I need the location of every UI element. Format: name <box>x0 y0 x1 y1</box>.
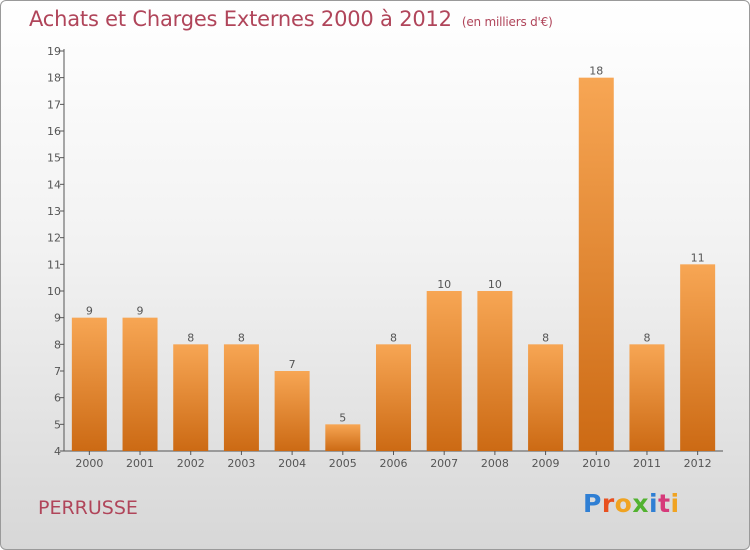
bar <box>680 264 716 451</box>
bar-value-label: 9 <box>137 305 144 318</box>
y-tick-label: 6 <box>54 392 61 405</box>
bar-value-label: 10 <box>488 278 502 291</box>
x-tick-label: 2008 <box>481 457 509 470</box>
bar <box>477 291 513 451</box>
chart-title: Achats et Charges Externes 2000 à 2012 (e… <box>29 7 553 31</box>
bar <box>122 317 158 451</box>
x-tick-label: 2012 <box>684 457 712 470</box>
logo-letter: r <box>601 489 615 518</box>
y-tick-label: 8 <box>54 338 61 351</box>
bar-value-label: 8 <box>187 331 194 344</box>
x-tick-label: 2010 <box>582 457 610 470</box>
x-tick-label: 2002 <box>177 457 205 470</box>
x-tick-label: 2009 <box>532 457 560 470</box>
bar <box>629 344 665 451</box>
bar <box>528 344 564 451</box>
y-tick-label: 4 <box>54 445 61 458</box>
x-tick-label: 2006 <box>380 457 408 470</box>
chart-subtitle: (en milliers d'€) <box>461 15 553 29</box>
x-tick-label: 2004 <box>278 457 306 470</box>
bar <box>376 344 411 451</box>
chart-labels: 9 2000 9 2001 8 2002 8 2003 7 2004 5 2005 8 2006 10 200… <box>75 65 711 470</box>
proxiti-logo[interactable]: Proxiti <box>583 489 680 518</box>
bar-value-label: 8 <box>238 331 245 344</box>
bar-value-label: 8 <box>542 331 549 344</box>
bar-value-label: 10 <box>437 278 451 291</box>
bar <box>578 77 614 452</box>
bar <box>223 344 259 451</box>
x-tick-label: 2011 <box>633 457 661 470</box>
bar-value-label: 9 <box>86 305 93 318</box>
bar <box>426 291 462 451</box>
y-tick-label: 11 <box>47 258 61 271</box>
y-tick-label: 18 <box>47 72 61 85</box>
x-tick-label: 2000 <box>75 457 103 470</box>
y-tick-label: 9 <box>54 312 61 325</box>
logo-letter: i <box>649 489 659 518</box>
bar-value-label: 11 <box>691 251 705 264</box>
y-tick-label: 7 <box>54 365 61 378</box>
bar <box>274 371 310 451</box>
x-tick-label: 2007 <box>430 457 458 470</box>
logo-letter: P <box>583 489 602 518</box>
y-tick-label: 19 <box>47 45 61 58</box>
logo-letter: x <box>632 489 649 518</box>
bar <box>173 344 209 451</box>
y-tick-label: 17 <box>47 98 61 111</box>
bar-value-label: 8 <box>643 331 650 344</box>
y-tick-label: 15 <box>47 152 61 165</box>
bar-value-label: 7 <box>289 358 296 371</box>
bar-value-label: 5 <box>339 411 346 424</box>
bar <box>71 317 107 451</box>
x-tick-label: 2005 <box>329 457 357 470</box>
logo-letter: t <box>658 489 671 518</box>
bar-value-label: 8 <box>390 331 397 344</box>
x-tick-label: 2001 <box>126 457 154 470</box>
city-name: PERRUSSE <box>38 497 138 519</box>
y-tick-label: 16 <box>47 125 61 138</box>
chart-bars <box>71 77 716 452</box>
y-tick-label: 13 <box>47 205 61 218</box>
bar-value-label: 18 <box>589 65 603 78</box>
chart-title-text: Achats et Charges Externes 2000 à 2012 <box>29 7 452 31</box>
x-tick-label: 2003 <box>227 457 255 470</box>
logo-letter: i <box>670 489 680 518</box>
y-tick-label: 12 <box>47 232 61 245</box>
y-tick-label: 10 <box>47 285 61 298</box>
logo-letter: o <box>614 489 633 518</box>
y-tick-label: 5 <box>54 418 61 431</box>
y-tick-label: 14 <box>47 178 61 191</box>
bar <box>325 424 361 451</box>
